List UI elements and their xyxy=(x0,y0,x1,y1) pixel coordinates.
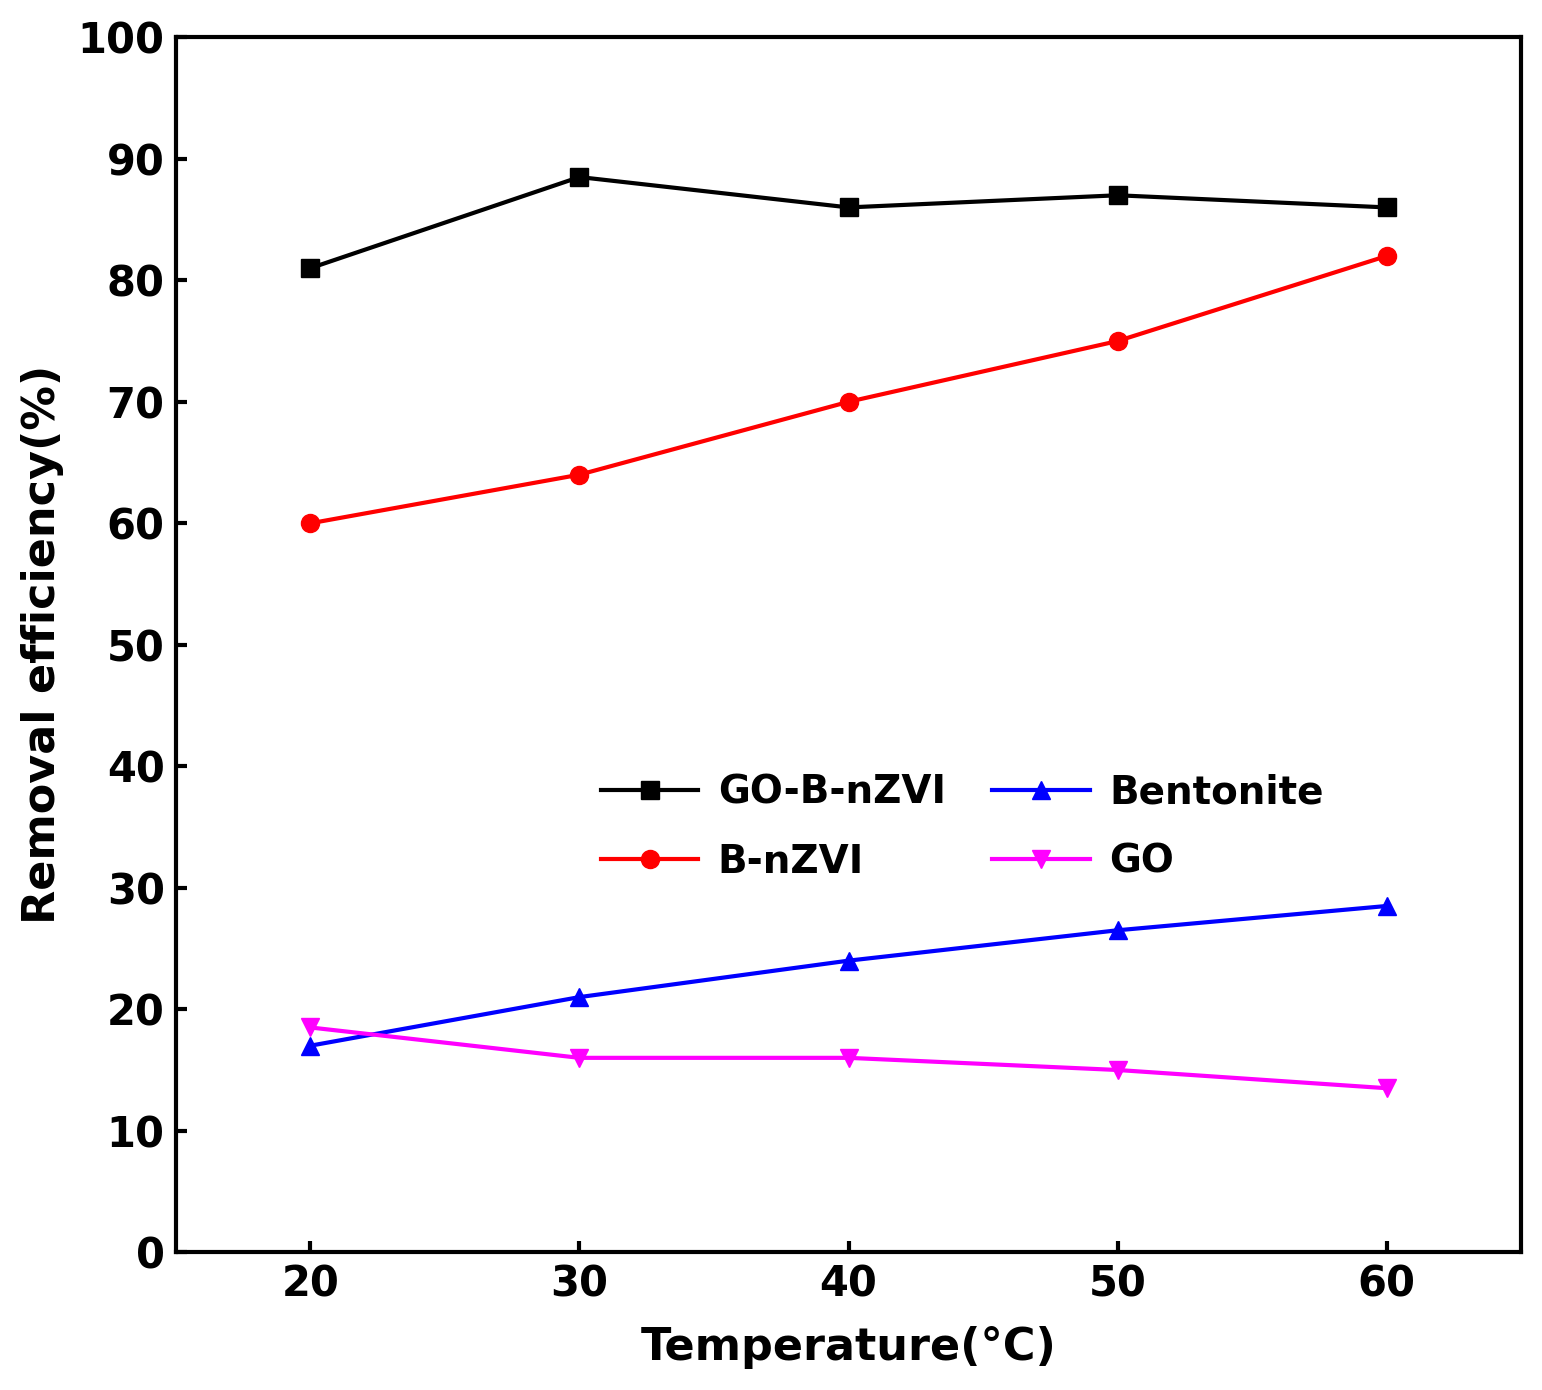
B-nZVI xyxy=(839,393,857,410)
GO xyxy=(1109,1062,1127,1079)
GO-B-nZVI xyxy=(839,199,857,215)
GO-B-nZVI xyxy=(1109,186,1127,203)
Bentonite xyxy=(1109,922,1127,938)
Y-axis label: Removal efficiency(%): Removal efficiency(%) xyxy=(22,366,63,924)
B-nZVI xyxy=(1109,332,1127,349)
Line: GO: GO xyxy=(301,1019,1396,1097)
GO-B-nZVI xyxy=(1377,199,1396,215)
Legend: GO-B-nZVI, B-nZVI, Bentonite, GO: GO-B-nZVI, B-nZVI, Bentonite, GO xyxy=(586,758,1338,897)
X-axis label: Temperature(°C): Temperature(°C) xyxy=(640,1326,1056,1369)
Bentonite xyxy=(301,1037,319,1054)
GO xyxy=(301,1019,319,1036)
B-nZVI xyxy=(571,467,589,484)
Line: B-nZVI: B-nZVI xyxy=(301,247,1396,532)
GO-B-nZVI xyxy=(571,168,589,185)
Bentonite xyxy=(1377,898,1396,915)
B-nZVI xyxy=(301,514,319,531)
B-nZVI xyxy=(1377,247,1396,264)
Bentonite xyxy=(571,988,589,1005)
Bentonite xyxy=(839,952,857,969)
Line: Bentonite: Bentonite xyxy=(301,897,1396,1055)
GO xyxy=(1377,1080,1396,1097)
GO xyxy=(571,1049,589,1066)
Line: GO-B-nZVI: GO-B-nZVI xyxy=(301,168,1396,277)
GO xyxy=(839,1049,857,1066)
GO-B-nZVI xyxy=(301,260,319,277)
